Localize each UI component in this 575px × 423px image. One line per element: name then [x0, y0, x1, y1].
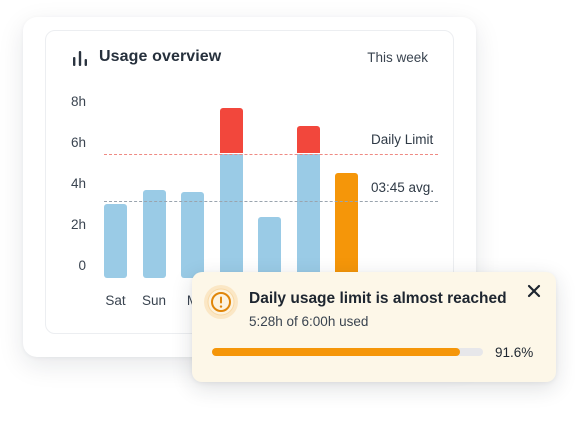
x-tick-label: Sat: [105, 293, 126, 308]
bar: [142, 189, 166, 278]
y-tick-label: 0: [78, 258, 86, 273]
bar-under-limit: [219, 153, 243, 278]
bar-today: [335, 172, 358, 278]
average-line: [104, 201, 438, 203]
progress-percent: 91.6%: [495, 345, 534, 360]
y-tick-label: 4h: [70, 176, 86, 191]
usage-progress-bar: [212, 348, 483, 356]
toast-subtitle: 5:28h of 6:00h used: [249, 314, 369, 329]
usage-progress-fill: [212, 348, 461, 356]
daily-limit-label: Daily Limit: [371, 132, 434, 147]
period-selector[interactable]: This week: [367, 50, 428, 65]
bar-over-limit: [296, 126, 320, 154]
toast-title: Daily usage limit is almost reached: [249, 290, 507, 307]
y-tick-label: 6h: [70, 135, 86, 150]
bar: [181, 191, 204, 278]
y-tick-label: 8h: [70, 94, 86, 109]
bar: [104, 204, 127, 278]
bar-over-limit: [219, 107, 243, 154]
average-label: 03:45 avg.: [371, 180, 435, 196]
bar: [258, 216, 281, 278]
daily-limit-line: [104, 153, 438, 155]
bar-under-limit: [296, 153, 320, 278]
panel-header: Usage overview This week: [46, 31, 453, 87]
panel-title: Usage overview: [99, 48, 222, 65]
usage-limit-toast: Daily usage limit is almost reached 5:28…: [192, 272, 556, 382]
warning-icon: [204, 285, 238, 319]
bar-chart-icon: [73, 51, 87, 66]
close-icon[interactable]: [524, 281, 544, 301]
x-tick-label: Sun: [141, 293, 167, 308]
y-tick-label: 2h: [70, 217, 86, 232]
